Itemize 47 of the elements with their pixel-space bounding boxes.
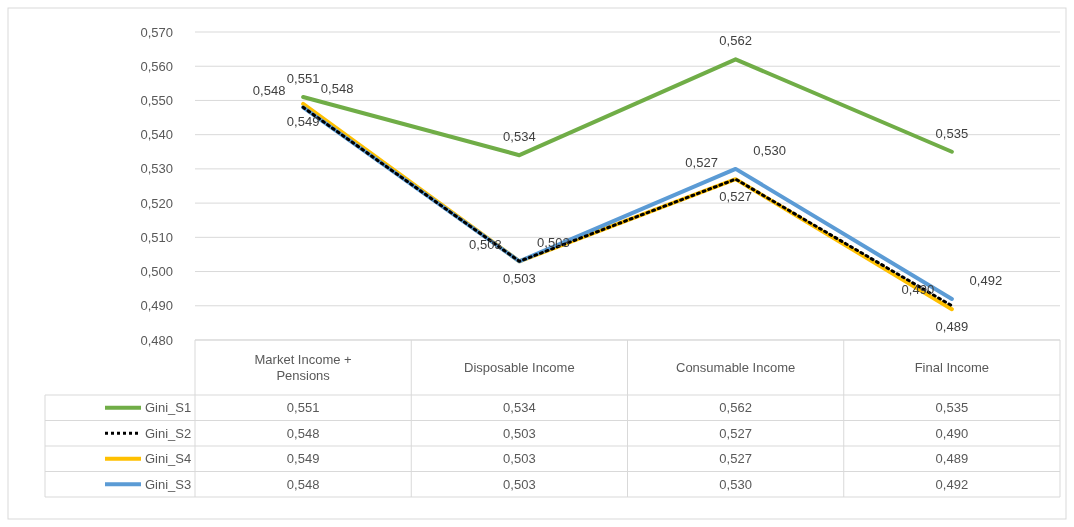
data-label: 0,492 [935, 476, 969, 492]
y-tick-label: 0,500 [140, 264, 173, 280]
text: 0,535 [935, 125, 969, 141]
x-tick-label: Consumable Income [676, 360, 796, 376]
data-label: 0,551 [286, 400, 320, 416]
text: 0,562 [719, 33, 752, 49]
text: 0,492 [969, 272, 1003, 288]
data-label: 0,503 [503, 476, 536, 492]
text: 0,551 [286, 71, 320, 87]
data-label: 0,490 [935, 425, 969, 441]
data-label: 0,535 [935, 400, 969, 416]
text: 0,527 [685, 155, 718, 171]
x-tick-label: Final Income [914, 360, 990, 376]
data-label: 0,548 [286, 476, 320, 492]
text: 0,527 [719, 189, 752, 205]
x-tick-label: Disposable Income [464, 360, 575, 376]
text: 0,503 [503, 271, 536, 287]
data-label: 0,530 [719, 476, 752, 492]
x-tick-label: Market Income + Pensions [254, 352, 352, 384]
y-tick-label: 0,560 [140, 58, 173, 74]
y-tick-label: 0,490 [140, 298, 173, 314]
data-label: 0,534 [503, 400, 536, 416]
text: 0,530 [753, 142, 786, 158]
legend-label: Gini_S3 [145, 476, 192, 492]
legend-label: Gini_S2 [145, 425, 192, 441]
text: 0,548 [252, 83, 286, 99]
data-label: 0,527 [719, 425, 752, 441]
data-label: 0,503 [503, 451, 536, 467]
data-label: 0,527 [719, 451, 752, 467]
data-label: 0,548 [286, 425, 320, 441]
y-tick-label: 0,520 [140, 195, 173, 211]
data-label: 0,549 [286, 451, 320, 467]
text: 0,534 [503, 129, 536, 145]
legend-label: Gini_S1 [145, 400, 192, 416]
text: 0,549 [286, 113, 320, 129]
text: 0,489 [935, 319, 969, 335]
text: 0,548 [320, 81, 354, 97]
y-tick-label: 0,570 [140, 24, 173, 40]
data-label: 0,489 [935, 451, 969, 467]
data-label: 0,503 [503, 425, 536, 441]
y-tick-label: 0,540 [140, 127, 173, 143]
y-tick-label: 0,550 [140, 92, 173, 108]
legend-label: Gini_S4 [145, 451, 192, 467]
y-tick-label: 0,480 [140, 332, 173, 348]
data-label: 0,562 [719, 400, 752, 416]
y-tick-label: 0,530 [140, 161, 173, 177]
y-tick-label: 0,510 [140, 229, 173, 245]
